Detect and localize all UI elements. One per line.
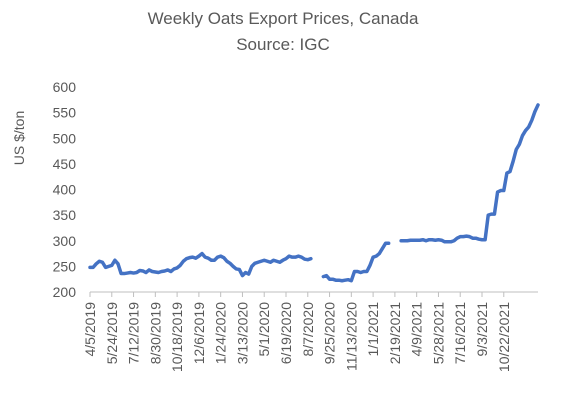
y-tick-label: 200 [53,284,77,300]
x-tick-label: 12/6/2019 [191,302,207,364]
x-tick-label: 9/3/2021 [474,302,490,357]
y-tick-label: 450 [53,156,77,172]
x-tick-label: 8/7/2020 [300,302,316,357]
series-layer [88,103,540,283]
x-tick-label: 2/19/2021 [387,302,403,364]
x-tick-label: 5/1/2020 [256,302,272,357]
x-tick-label: 11/13/2020 [343,302,359,371]
x-tick-label: 5/24/2019 [104,302,120,364]
x-tick-label: 1/1/2021 [365,302,381,357]
x-tick-label: 10/22/2021 [496,302,512,372]
y-axis-ticks: 200 250 300 350 400 450 500 550 600 [53,79,77,300]
x-axis-ticks: 4/5/2019 5/24/2019 7/12/2019 8/30/2019 10/18… [82,292,512,372]
x-tick-label: 4/5/2019 [82,302,98,357]
chart-subtitle: Source: IGC [236,35,330,54]
series-line [88,103,540,283]
chart-title: Weekly Oats Export Prices, Canada [148,9,419,28]
y-tick-label: 250 [53,258,77,274]
y-tick-label: 350 [53,207,77,223]
y-axis-label: US $/ton [11,111,27,165]
y-tick-label: 550 [53,105,77,121]
x-tick-label: 7/16/2021 [452,302,468,364]
x-tick-label: 4/9/2021 [409,302,425,357]
x-tick-label: 9/25/2020 [322,302,338,364]
x-tick-label: 5/28/2021 [430,302,446,364]
x-tick-label: 3/13/2020 [234,302,250,364]
x-tick-label: 8/30/2019 [147,302,163,364]
x-tick-label: 1/24/2020 [213,302,229,364]
x-tick-label: 6/19/2020 [278,302,294,364]
x-tick-label: 7/12/2019 [126,302,142,364]
y-tick-label: 500 [53,130,77,146]
x-tick-label: 10/18/2019 [169,302,185,372]
y-tick-label: 600 [53,79,77,95]
y-tick-label: 400 [53,182,77,198]
y-tick-label: 300 [53,233,77,249]
